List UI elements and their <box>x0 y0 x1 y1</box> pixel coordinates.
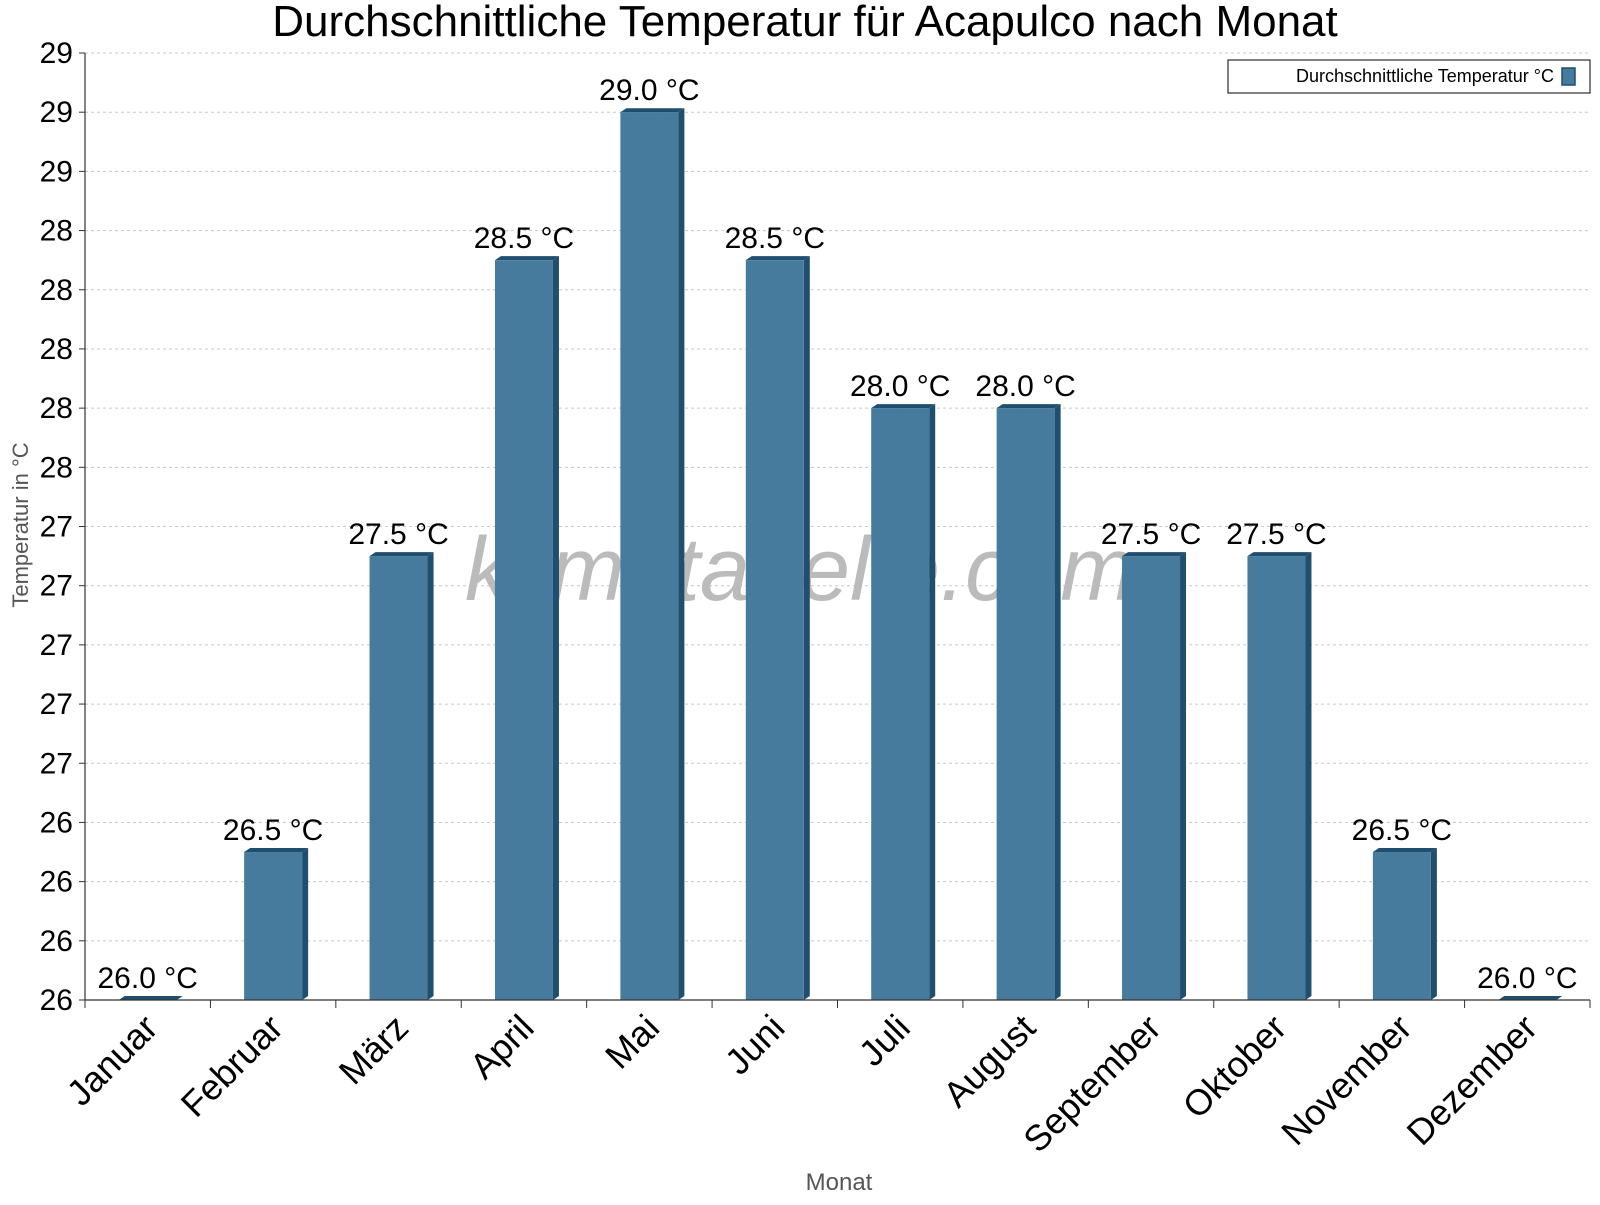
bar-top <box>118 996 183 1000</box>
bar-top <box>871 404 936 409</box>
x-tick-label: August <box>935 1007 1043 1115</box>
x-tick-label: Juli <box>851 1007 918 1074</box>
bar-top <box>1498 996 1563 1000</box>
legend: Durchschnittliche Temperatur °C <box>1227 59 1591 94</box>
bar <box>1372 852 1431 1000</box>
y-tick-label: 28 <box>40 451 73 484</box>
x-axis-title: Monat <box>806 1169 873 1196</box>
x-tick-label: Mai <box>597 1007 667 1077</box>
x-tick-label: Februar <box>173 1007 291 1125</box>
x-tick-label: März <box>331 1007 417 1093</box>
x-tick-label: Dezember <box>1399 1007 1545 1153</box>
data-label: 28.0 °C <box>850 370 950 403</box>
y-tick-label: 26 <box>40 866 73 899</box>
legend-swatch <box>1561 67 1576 86</box>
bar <box>620 112 679 1000</box>
data-label: 27.5 °C <box>348 518 448 551</box>
bar <box>494 260 553 1000</box>
y-tick-label: 29 <box>40 96 73 129</box>
bar <box>1247 556 1306 1000</box>
y-tick-label: 29 <box>40 155 73 188</box>
x-tick-label: Januar <box>59 1007 166 1114</box>
legend-label: Durchschnittliche Temperatur °C <box>1296 66 1554 86</box>
bar-side <box>678 108 685 1000</box>
bar-side <box>1430 848 1437 1000</box>
y-tick-label: 27 <box>40 570 73 603</box>
bar-side <box>929 404 936 1000</box>
bar-top <box>1247 552 1312 557</box>
bars <box>118 108 1563 1000</box>
bar <box>996 408 1055 1000</box>
chart-title: Durchschnittliche Temperatur für Acapulc… <box>272 0 1338 46</box>
data-label: 26.0 °C <box>1477 962 1577 995</box>
bar-side <box>1180 552 1187 1000</box>
data-label: 28.5 °C <box>725 222 825 255</box>
y-tick-label: 28 <box>40 274 73 307</box>
bar-top <box>996 404 1061 409</box>
bar-side <box>302 848 309 1000</box>
y-tick-label: 28 <box>40 392 73 425</box>
grid <box>85 52 1590 942</box>
bar-side <box>427 552 434 1000</box>
x-tick-label: September <box>1015 1007 1169 1161</box>
bar-top <box>244 848 309 853</box>
bar-top <box>1122 552 1187 557</box>
data-label: 29.0 °C <box>599 74 699 107</box>
y-tick-label: 27 <box>40 511 73 544</box>
x-tick-label: Juni <box>717 1007 793 1083</box>
data-label: 26.5 °C <box>223 814 323 847</box>
y-tick-label: 28 <box>40 215 73 248</box>
y-tick-label: 29 <box>40 37 73 70</box>
y-tick-label: 26 <box>40 984 73 1017</box>
y-tick-label: 27 <box>40 747 73 780</box>
legend-box <box>1227 59 1591 94</box>
x-tick-label: November <box>1273 1007 1419 1153</box>
data-label: 28.0 °C <box>975 370 1075 403</box>
bar <box>369 556 428 1000</box>
bar-top <box>745 256 810 261</box>
y-tick-label: 26 <box>40 806 73 839</box>
data-label: 26.0 °C <box>98 962 198 995</box>
x-tick-label: Oktober <box>1175 1007 1295 1127</box>
bar-top <box>1372 848 1437 853</box>
bar <box>1122 556 1181 1000</box>
data-label: 26.5 °C <box>1352 814 1452 847</box>
bar-top <box>620 108 685 113</box>
y-axis-title: Temperatur in °C <box>8 442 33 607</box>
bar-side <box>1305 552 1312 1000</box>
data-labels: 26.0 °C 26.5 °C 27.5 °C 28.5 °C 29.0 °C 28.5 … <box>98 74 1578 995</box>
bar <box>244 852 303 1000</box>
data-label: 28.5 °C <box>474 222 574 255</box>
y-tick-label: 26 <box>40 925 73 958</box>
bar <box>745 260 804 1000</box>
data-label: 27.5 °C <box>1101 518 1201 551</box>
data-label: 27.5 °C <box>1226 518 1326 551</box>
bar-side <box>552 256 559 1000</box>
y-tick-label: 28 <box>40 333 73 366</box>
bar-side <box>1054 404 1061 1000</box>
y-tick-label: 27 <box>40 688 73 721</box>
x-tick-label: April <box>462 1007 542 1087</box>
y-tick-label: 27 <box>40 629 73 662</box>
bar <box>871 408 930 1000</box>
bar-top <box>494 256 559 261</box>
bar-top <box>369 552 434 557</box>
bar-side <box>803 256 810 1000</box>
